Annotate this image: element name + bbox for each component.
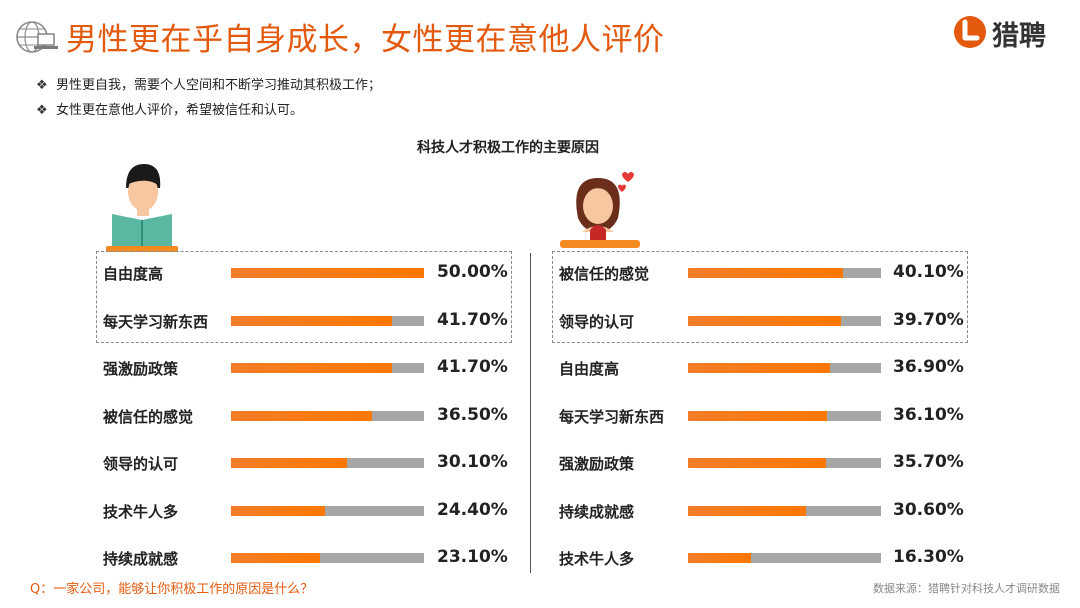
bar-track [231,411,424,421]
bullet-item: ❖ 男性更自我，需要个人空间和不断学习推动其积极工作； [36,74,381,93]
bar [688,316,842,326]
data-source: 数据来源：猎聘针对科技人才调研数据 [873,582,1060,595]
bar [231,268,424,278]
bar-value-label: 36.50% [437,405,508,425]
bar [688,458,826,468]
bar [231,553,321,563]
globe-laptop-icon [16,21,58,53]
bar [688,506,807,516]
bar-value-label: 23.10% [437,547,508,567]
diamond-bullet-icon: ❖ [36,103,48,118]
bar-value-label: 40.10% [893,262,964,282]
bar-value-label: 41.70% [437,357,508,377]
bar-value-label: 24.40% [437,500,508,520]
bar-label: 每天学习新东西 [103,313,209,331]
bar-value-label: 30.10% [437,452,508,472]
bar [231,316,392,326]
bar-track [688,268,881,278]
bar [231,506,326,516]
survey-question: Q：一家公司，能够让你积极工作的原因是什么？ [30,582,314,597]
bar-track [231,553,424,563]
bullet-text: 男性更自我，需要个人空间和不断学习推动其积极工作； [56,78,382,93]
bar [688,411,828,421]
bar-value-label: 36.10% [893,405,964,425]
bullet-item: ❖ 女性更在意他人评价，希望被信任和认可。 [36,99,303,118]
bar-track [231,316,424,326]
bar-track [231,363,424,373]
liepin-logo-icon [954,16,986,48]
chart-title: 科技人才积极工作的主要原因 [417,140,599,156]
bar-label: 每天学习新东西 [559,408,665,426]
bar [231,458,348,468]
bar [231,363,392,373]
bar-label: 技术牛人多 [103,503,179,521]
bar [688,553,751,563]
bar-label: 被信任的感觉 [559,265,650,283]
bar-value-label: 35.70% [893,452,964,472]
bar-track [688,506,881,516]
bar-label: 技术牛人多 [559,550,635,568]
bar-track [688,363,881,373]
bullet-text: 女性更在意他人评价，希望被信任和认可。 [56,103,304,118]
highlight-box [552,251,968,343]
bar-label: 自由度高 [103,265,164,283]
bar-label: 领导的认可 [559,313,635,331]
bar [688,268,843,278]
bar-value-label: 16.30% [893,547,964,567]
diamond-bullet-icon: ❖ [36,78,48,93]
bar-value-label: 41.70% [437,310,508,330]
bar-label: 持续成就感 [103,550,179,568]
logo-text: 猎聘 [992,21,1046,52]
bar [231,411,372,421]
bar [688,363,831,373]
man-reading-icon [106,164,178,252]
bar-track [688,553,881,563]
bar-track [688,411,881,421]
bar-value-label: 36.90% [893,357,964,377]
woman-with-hearts-icon [560,172,640,248]
bar-label: 领导的认可 [103,455,179,473]
highlight-box [96,251,512,343]
bar-track [688,316,881,326]
bar-label: 被信任的感觉 [103,408,194,426]
bar-track [231,268,424,278]
bar-value-label: 30.60% [893,500,964,520]
bar-label: 强激励政策 [103,360,179,378]
panel-divider [530,253,531,573]
bar-track [231,506,424,516]
bar-value-label: 50.00% [437,262,508,282]
bar-value-label: 39.70% [893,310,964,330]
bar-label: 持续成就感 [559,503,635,521]
bar-label: 自由度高 [559,360,620,378]
bar-track [688,458,881,468]
page-title: 男性更在乎自身成长，女性更在意他人评价 [66,22,665,58]
bar-track [231,458,424,468]
bar-label: 强激励政策 [559,455,635,473]
